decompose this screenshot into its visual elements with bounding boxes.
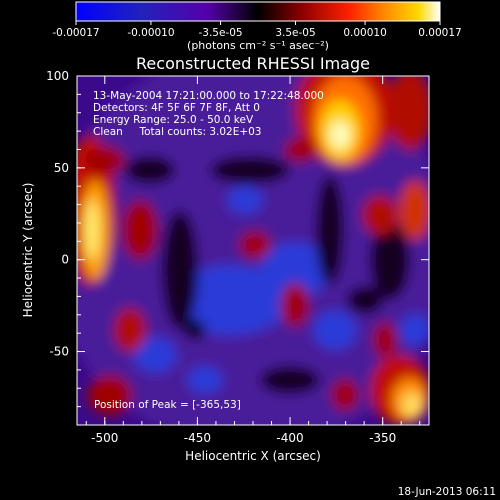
heatmap-blob xyxy=(260,242,330,298)
colorbar-ticks: -0.00017 -0.00010 -3.5e-05 3.5e-05 0.00010 0.… xyxy=(52,21,462,39)
colorbar-gradient xyxy=(75,1,441,22)
peak-position-label: Position of Peak = [-365,53] xyxy=(94,399,241,411)
date-stamp: 18-Jun-2013 06:11 xyxy=(398,486,496,498)
heatmap-blob xyxy=(185,320,205,340)
colorbar: -0.00017 -0.00010 -3.5e-05 3.5e-05 0.00010 0.… xyxy=(52,1,462,52)
heatmap-blob xyxy=(284,138,316,162)
heatmap-blob xyxy=(85,146,125,174)
heatmap-blob xyxy=(402,393,422,417)
y-tick-label: 100 xyxy=(46,69,69,83)
colorbar-tick-label: -0.00017 xyxy=(52,27,99,39)
heatmap-blob xyxy=(85,200,99,260)
heatmap-blob xyxy=(187,366,223,394)
heatmap-blob xyxy=(330,121,350,149)
heatmap-blob xyxy=(88,375,132,415)
heatmap-blob xyxy=(239,231,271,259)
info-counts: Clean Total counts: 3.02E+03 xyxy=(93,126,262,138)
colorbar-unit-label: (photons cm⁻² s⁻¹ asec⁻²) xyxy=(187,39,329,52)
heatmap-blob xyxy=(281,283,309,327)
info-time-range: 13-May-2004 17:21:00.000 to 17:22:48.000 xyxy=(93,90,324,102)
heatmap-blob xyxy=(313,310,357,350)
colorbar-tick-label: 0.00010 xyxy=(343,27,386,39)
y-tick-label: 0 xyxy=(61,253,69,267)
heatmap-blob xyxy=(133,337,177,373)
colorbar-tick-label: -0.00010 xyxy=(127,27,174,39)
x-tick-label: -450 xyxy=(184,431,211,445)
info-energy-range: Energy Range: 25.0 - 50.0 keV xyxy=(93,114,254,126)
colorbar-tick-label: -3.5e-05 xyxy=(198,27,242,39)
x-axis-label: Heliocentric X (arcsec) xyxy=(185,449,321,463)
heatmap-image xyxy=(77,76,429,425)
heatmap-blob xyxy=(170,265,290,335)
heatmap-blob xyxy=(388,76,429,150)
y-axis-label: Heliocentric Y (arcsec) xyxy=(21,183,35,318)
heatmap-blob xyxy=(162,210,198,330)
x-tick-label: -400 xyxy=(276,431,303,445)
heatmap-blob xyxy=(370,220,410,300)
heatmap-blob xyxy=(316,175,344,285)
heatmap-blob xyxy=(331,379,359,411)
heatmap-blob xyxy=(114,308,146,352)
colorbar-tick-label: 3.5e-05 xyxy=(275,27,315,39)
heatmap-blob xyxy=(347,286,383,314)
heatmap-blob xyxy=(362,195,398,235)
heatmap-blob xyxy=(210,156,290,184)
colorbar-tick-label: 0.00017 xyxy=(418,27,461,39)
info-detectors: Detectors: 4F 5F 6F 7F 8F, Att 0 xyxy=(93,102,260,114)
y-tick-label: 50 xyxy=(54,161,69,175)
chart-title: Reconstructed RHESSI Image xyxy=(136,54,370,73)
heatmap-blob xyxy=(399,314,429,346)
heatmap-blob xyxy=(227,186,263,214)
info-block: 13-May-2004 17:21:00.000 to 17:22:48.000… xyxy=(93,90,324,138)
heatmap-blob xyxy=(373,322,397,358)
y-tick-label: -50 xyxy=(49,345,69,359)
x-tick-label: -500 xyxy=(91,431,118,445)
x-tick-label: -350 xyxy=(369,431,396,445)
heatmap-blob xyxy=(125,156,175,184)
heatmap-blob xyxy=(122,200,158,260)
axis-ticks: -500 -450 -400 -350 100 50 0 -50 xyxy=(46,69,429,445)
heatmap-blob xyxy=(399,180,429,240)
heatmap-blob xyxy=(260,366,320,394)
